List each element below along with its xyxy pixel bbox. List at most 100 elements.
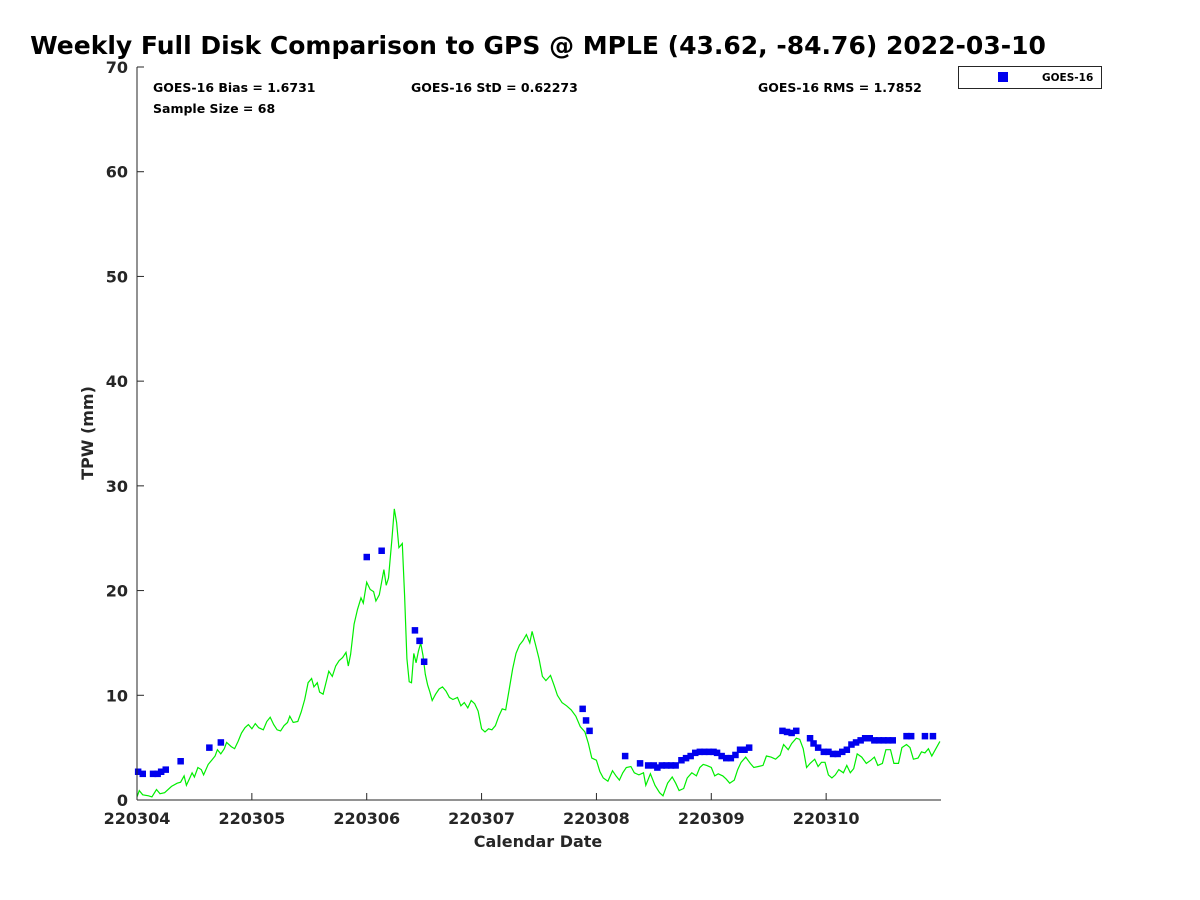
goes-data-point (658, 762, 666, 769)
goes-data-point (884, 737, 892, 744)
goes-data-point (834, 750, 841, 758)
legend: GOES-16 (958, 66, 1102, 89)
goes-data-point (727, 754, 735, 762)
goes-data-point (696, 748, 704, 756)
goes-data-point (718, 752, 725, 760)
legend-box (958, 66, 1102, 89)
x-tick-label: 220305 (218, 809, 285, 828)
goes-data-point (139, 770, 146, 778)
goes-data-point (880, 737, 887, 744)
goes-data-point (678, 757, 685, 764)
goes-data-point (848, 741, 855, 748)
goes-data-point (814, 744, 822, 751)
goes-data-point (710, 748, 717, 756)
goes-data-point (586, 727, 593, 735)
goes-data-point (411, 627, 419, 634)
std-annotation: GOES-16 StD = 0.62273 (411, 80, 578, 95)
goes-data-point (672, 762, 679, 769)
goes-data-point (861, 735, 869, 742)
y-axis-label: TPW (mm) (78, 386, 97, 480)
goes-data-point (378, 547, 385, 554)
y-tick-label: 60 (106, 163, 128, 182)
x-axis-label: Calendar Date (474, 832, 603, 851)
goes-data-point (177, 758, 184, 765)
goes-data-point (705, 748, 713, 756)
chart-title: Weekly Full Disk Comparison to GPS @ MPL… (30, 31, 1046, 60)
x-tick-label: 220304 (104, 809, 171, 828)
x-tick-label: 220307 (448, 809, 515, 828)
gps-series-line (136, 508, 941, 798)
x-tick-label: 220310 (793, 809, 860, 828)
goes-data-point (692, 749, 699, 757)
goes-data-point (741, 746, 748, 753)
goes-data-point (701, 748, 708, 756)
x-tick-label: 220308 (563, 809, 630, 828)
goes-data-point (820, 748, 828, 756)
goes-data-point (871, 737, 878, 744)
goes-data-point (363, 553, 370, 561)
goes-data-point (806, 735, 814, 742)
x-tick-label: 220306 (333, 809, 400, 828)
goes-data-point (644, 762, 652, 769)
goes-data-point (134, 768, 142, 775)
bias-annotation: GOES-16 Bias = 1.6731 (153, 80, 315, 95)
legend-label: GOES-16 (1042, 72, 1093, 84)
goes-data-point (416, 637, 423, 645)
goes-data-point (654, 764, 661, 771)
y-tick-label: 0 (117, 791, 128, 810)
goes-data-point (907, 732, 915, 740)
y-tick-label: 40 (106, 372, 128, 391)
rms-annotation: GOES-16 RMS = 1.7852 (758, 80, 922, 95)
goes-data-point (149, 770, 157, 778)
goes-data-point (723, 754, 730, 762)
goes-data-point (783, 728, 791, 736)
goes-data-point (579, 705, 586, 713)
goes-data-point (852, 739, 860, 746)
goes-data-point (903, 732, 910, 740)
goes-data-point (154, 770, 161, 778)
goes-data-point (687, 752, 694, 760)
goes-data-point (663, 762, 670, 769)
goes-data-point (929, 732, 937, 740)
goes-data-point (157, 768, 165, 775)
goes-data-point (736, 746, 744, 753)
goes-series-points (134, 547, 937, 778)
goes-data-point (889, 737, 896, 744)
goes-data-point (866, 735, 873, 742)
goes-data-point (206, 744, 213, 751)
sample-size-annotation: Sample Size = 68 (153, 101, 275, 116)
axis-ticks (136, 66, 827, 801)
y-tick-labels: 0 10 20 30 40 50 60 70 (106, 58, 128, 810)
goes-data-point (621, 752, 629, 760)
goes-data-point (921, 732, 929, 740)
y-tick-label: 20 (106, 582, 128, 601)
legend-marker (998, 72, 1008, 82)
goes-data-point (217, 739, 225, 746)
x-tick-labels: 220304 220305 220306 220307 220308 220309 2203… (104, 809, 860, 828)
goes-data-point (839, 748, 846, 756)
goes-data-point (788, 729, 795, 737)
goes-data-point (793, 727, 800, 735)
goes-data-point (829, 750, 837, 758)
plot-area (134, 508, 941, 798)
goes-data-point (162, 766, 169, 773)
goes-data-point (636, 760, 644, 767)
goes-data-point (857, 737, 864, 744)
goes-data-point (582, 717, 590, 724)
goes-data-point (875, 737, 883, 744)
y-tick-label: 10 (106, 686, 128, 705)
y-tick-label: 30 (106, 477, 128, 496)
y-tick-label: 70 (106, 58, 128, 77)
x-tick-label: 220309 (678, 809, 745, 828)
goes-data-point (843, 746, 851, 753)
goes-data-point (732, 751, 739, 759)
y-tick-label: 50 (106, 267, 128, 286)
goes-data-point (825, 748, 832, 756)
goes-data-point (682, 754, 690, 762)
goes-data-point (667, 762, 675, 769)
goes-data-point (810, 740, 817, 747)
goes-data-point (713, 749, 721, 757)
goes-data-point (420, 658, 428, 665)
